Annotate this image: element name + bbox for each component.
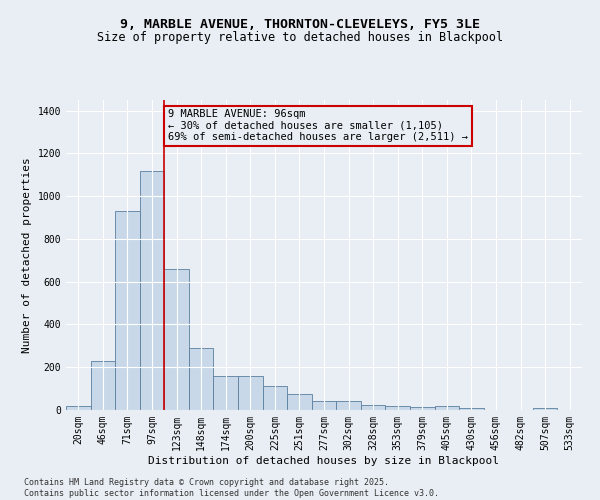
Text: 9, MARBLE AVENUE, THORNTON-CLEVELEYS, FY5 3LE: 9, MARBLE AVENUE, THORNTON-CLEVELEYS, FY… xyxy=(120,18,480,30)
Y-axis label: Number of detached properties: Number of detached properties xyxy=(22,157,32,353)
Bar xyxy=(287,394,312,410)
Bar xyxy=(91,361,115,410)
Bar xyxy=(312,402,336,410)
Bar xyxy=(140,170,164,410)
Bar xyxy=(410,407,434,410)
Bar xyxy=(66,406,91,410)
Text: 9 MARBLE AVENUE: 96sqm
← 30% of detached houses are smaller (1,105)
69% of semi-: 9 MARBLE AVENUE: 96sqm ← 30% of detached… xyxy=(168,110,468,142)
Bar xyxy=(263,386,287,410)
Text: Contains HM Land Registry data © Crown copyright and database right 2025.
Contai: Contains HM Land Registry data © Crown c… xyxy=(24,478,439,498)
Bar xyxy=(459,408,484,410)
Bar xyxy=(336,402,361,410)
Bar xyxy=(361,404,385,410)
Bar xyxy=(533,408,557,410)
X-axis label: Distribution of detached houses by size in Blackpool: Distribution of detached houses by size … xyxy=(149,456,499,466)
Bar xyxy=(238,376,263,410)
Bar xyxy=(164,269,189,410)
Text: Size of property relative to detached houses in Blackpool: Size of property relative to detached ho… xyxy=(97,31,503,44)
Bar xyxy=(115,211,140,410)
Bar xyxy=(189,348,214,410)
Bar xyxy=(385,406,410,410)
Bar xyxy=(214,376,238,410)
Bar xyxy=(434,406,459,410)
